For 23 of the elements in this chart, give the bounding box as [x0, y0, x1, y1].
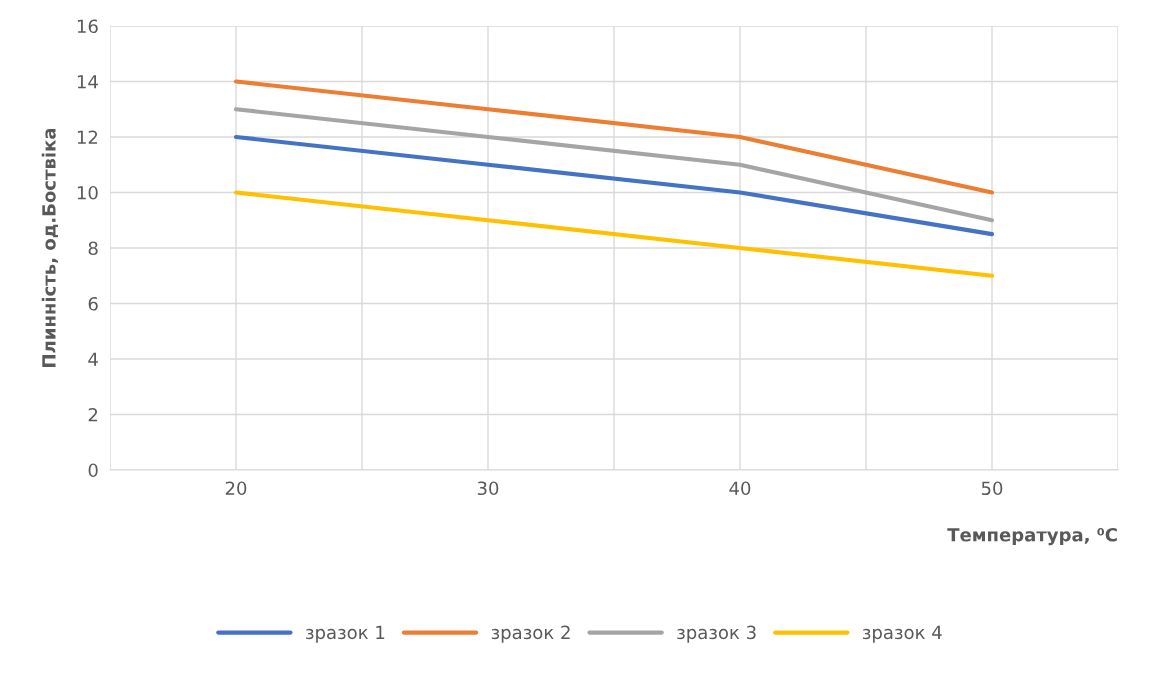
y-tick-label: 16 [77, 19, 98, 34]
x-tick-label: 20 [225, 481, 247, 496]
y-tick-label: 10 [77, 185, 98, 200]
y-tick-label: 12 [77, 130, 98, 144]
legend-label: зразок 3 [677, 625, 756, 643]
y-tick-label: 2 [88, 407, 98, 422]
y-tick-label: 14 [77, 75, 98, 89]
y-axis-title: Плинність, од.Боствіка [41, 128, 59, 367]
x-axis-title: Температура, ⁰C [947, 527, 1117, 546]
legend-label: зразок 4 [863, 625, 942, 643]
legend-label: зразок 2 [491, 625, 570, 643]
legend-label: зразок 1 [306, 625, 385, 643]
line-series [233, 107, 995, 223]
line-series [233, 190, 995, 278]
x-tick-label: 30 [477, 481, 499, 496]
line-series [233, 79, 995, 195]
line-series [233, 134, 995, 237]
y-tick-label: 6 [88, 296, 98, 311]
y-tick-label: 0 [88, 463, 98, 478]
x-tick-label: 50 [981, 481, 1003, 496]
x-tick-label: 40 [729, 481, 751, 496]
y-tick-label: 8 [88, 241, 98, 256]
y-tick-label: 4 [88, 352, 98, 366]
